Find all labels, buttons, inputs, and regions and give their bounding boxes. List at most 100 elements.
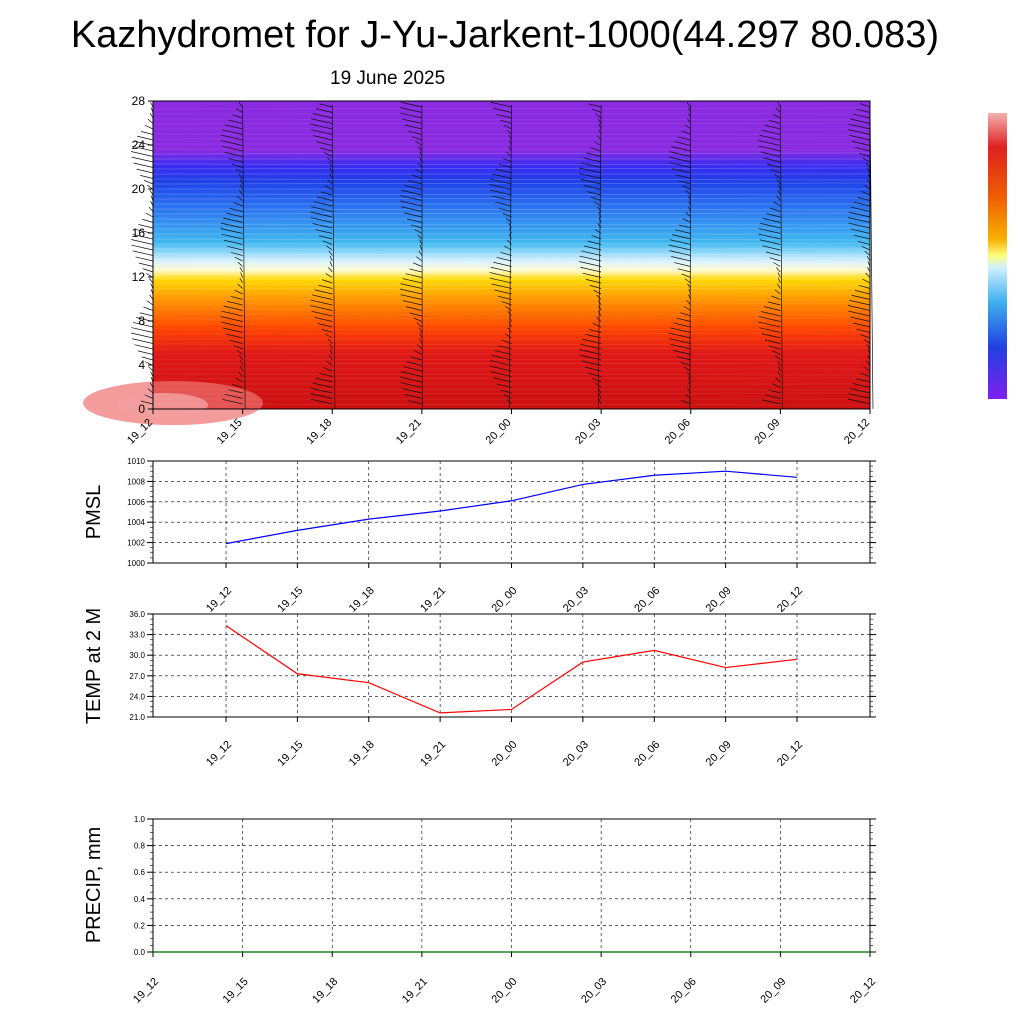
y-tick-label: 20 <box>132 182 146 196</box>
wind-barb <box>852 322 871 328</box>
wind-barb <box>593 289 602 295</box>
wind-barb <box>671 168 691 174</box>
wind-barb <box>224 124 243 130</box>
wind-barb <box>497 345 512 350</box>
wind-barb <box>233 202 243 207</box>
wind-barb <box>490 371 512 377</box>
wind-barb <box>579 343 602 350</box>
wind-barb <box>310 217 333 223</box>
wind-barb <box>852 383 871 388</box>
wind-barb <box>489 272 512 278</box>
wind-barb <box>221 310 243 317</box>
wind-barb <box>580 179 602 185</box>
wind-barb <box>240 272 243 278</box>
wind-barb <box>232 383 243 388</box>
wind-barb <box>860 334 871 339</box>
wind-barb <box>670 327 691 333</box>
contour-line <box>152 167 871 170</box>
wind-barb <box>228 389 243 394</box>
chart-title: Kazhydromet for J-Yu-Jarkent-1000(44.297… <box>70 14 940 56</box>
wind-barb <box>672 322 691 328</box>
wind-barb <box>857 197 871 201</box>
wind-barb <box>668 332 691 339</box>
wind-barb <box>849 388 871 394</box>
wind-barb <box>407 218 422 223</box>
wind-barb <box>762 218 781 223</box>
y-tick-label: 30.0 <box>129 651 145 660</box>
wind-barb <box>311 310 333 317</box>
wind-barb <box>579 255 602 262</box>
wind-barb <box>857 241 871 245</box>
wind-barb <box>758 321 781 328</box>
y-axis-label: PRECIP, mm <box>83 827 105 943</box>
wind-barb <box>493 377 512 383</box>
wind-barb <box>133 162 154 168</box>
wind-barb <box>310 118 333 124</box>
wind-barb <box>758 316 781 322</box>
wind-barb <box>760 223 781 229</box>
wind-barb <box>227 300 243 306</box>
wind-barb <box>597 206 602 212</box>
wind-barb <box>669 250 691 256</box>
wind-barb <box>668 338 691 344</box>
wind-barb <box>489 360 512 366</box>
wind-barb <box>224 152 243 157</box>
y-tick-label: 27.0 <box>129 672 145 681</box>
wind-barb <box>761 399 781 405</box>
wind-barb <box>135 256 154 262</box>
wind-barb <box>668 156 691 163</box>
wind-barb <box>142 268 154 273</box>
wind-barb <box>582 272 602 278</box>
wind-barb <box>400 112 422 119</box>
wind-barb <box>774 174 781 179</box>
wind-barb <box>850 316 871 322</box>
contour-line <box>152 227 871 230</box>
wind-barb <box>775 355 781 361</box>
contour-line <box>152 392 871 395</box>
wind-barb <box>503 394 512 399</box>
wind-barb <box>227 245 243 251</box>
wind-barb <box>759 134 781 141</box>
wind-barb <box>405 273 422 278</box>
wind-barb <box>858 152 871 157</box>
x-tick-label: 19_12 <box>131 976 161 1006</box>
wind-barb <box>864 250 871 256</box>
wind-barb <box>419 156 423 163</box>
x-tick-label: 19_15 <box>221 976 251 1006</box>
wind-barb <box>492 173 512 179</box>
wind-barb <box>773 201 781 207</box>
wind-barb <box>595 113 602 119</box>
wind-barb <box>414 350 423 355</box>
contour-line <box>152 193 871 196</box>
wind-barb <box>236 349 243 355</box>
contour-line <box>152 152 871 155</box>
x-tick-label: 20_12 <box>842 417 872 447</box>
contour-line <box>152 343 871 346</box>
wind-barb <box>418 146 423 152</box>
wind-barb <box>225 212 243 218</box>
wind-barb <box>678 224 691 229</box>
wind-barb-staff <box>331 104 336 410</box>
wind-barb <box>673 350 691 355</box>
wind-barb <box>406 361 422 366</box>
wind-barb <box>681 273 691 278</box>
x-tick-label: 20_09 <box>704 585 734 615</box>
wind-barb <box>688 376 692 383</box>
wind-barb <box>854 290 871 295</box>
wind-barb <box>222 145 243 152</box>
wind-barb <box>239 277 243 284</box>
wind-barb <box>143 180 154 185</box>
wind-barb <box>399 200 422 207</box>
wind-barb <box>321 279 333 284</box>
wind-barb <box>688 107 692 113</box>
wind-barb <box>684 278 691 284</box>
wind-barb <box>314 316 333 322</box>
wind-barb <box>776 283 781 289</box>
x-tick-label: 20_09 <box>752 417 782 447</box>
wind-barb <box>236 195 243 201</box>
wind-barb <box>325 333 333 339</box>
wind-barb <box>324 185 333 190</box>
wind-barb <box>238 102 243 108</box>
wind-barb <box>239 266 243 273</box>
wind-barb <box>408 130 422 135</box>
